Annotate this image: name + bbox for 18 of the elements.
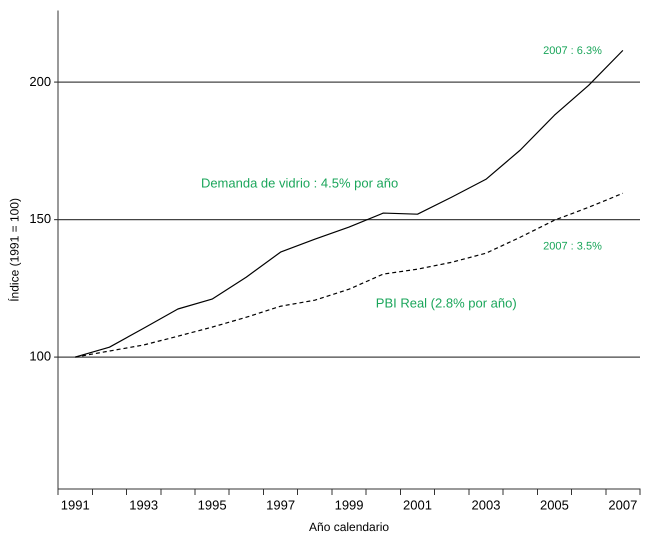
y-axis-title: Índice (1991 = 100) xyxy=(8,198,22,302)
annotation: PBI Real (2.8% por año) xyxy=(376,296,517,311)
x-tick-label: 1993 xyxy=(129,497,158,512)
annotation: 2007 : 6.3% xyxy=(543,45,602,57)
y-tick-label: 150 xyxy=(29,211,52,226)
y-tick-label: 100 xyxy=(29,348,52,364)
annotation: Demanda de vidrio : 4.5% por año xyxy=(200,175,398,190)
x-tick-label: 2001 xyxy=(403,497,432,512)
x-tick-label: 1997 xyxy=(266,497,296,512)
x-tick-label: 1999 xyxy=(334,497,364,512)
y-tick-label: 200 xyxy=(29,74,52,89)
x-tick-label: 1995 xyxy=(198,497,227,512)
x-tick-label: 2005 xyxy=(540,497,569,512)
x-axis-title: Año calendario xyxy=(309,520,390,534)
annotation: 2007 : 3.5% xyxy=(543,240,602,253)
x-tick-label: 2003 xyxy=(472,497,500,512)
x-tick-label: 1991 xyxy=(60,497,90,512)
x-tick-label: 2007 xyxy=(608,497,638,512)
